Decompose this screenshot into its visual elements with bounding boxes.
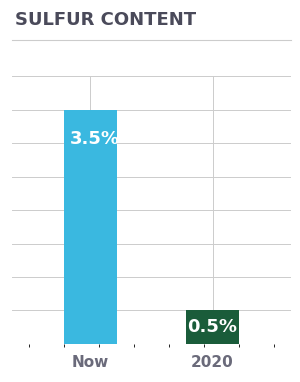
Text: 0.5%: 0.5%	[188, 318, 238, 336]
Bar	[64, 110, 117, 344]
Bar	[186, 310, 239, 344]
Text: SULFUR CONTENT: SULFUR CONTENT	[15, 11, 196, 29]
Text: 3.5%: 3.5%	[70, 130, 119, 148]
